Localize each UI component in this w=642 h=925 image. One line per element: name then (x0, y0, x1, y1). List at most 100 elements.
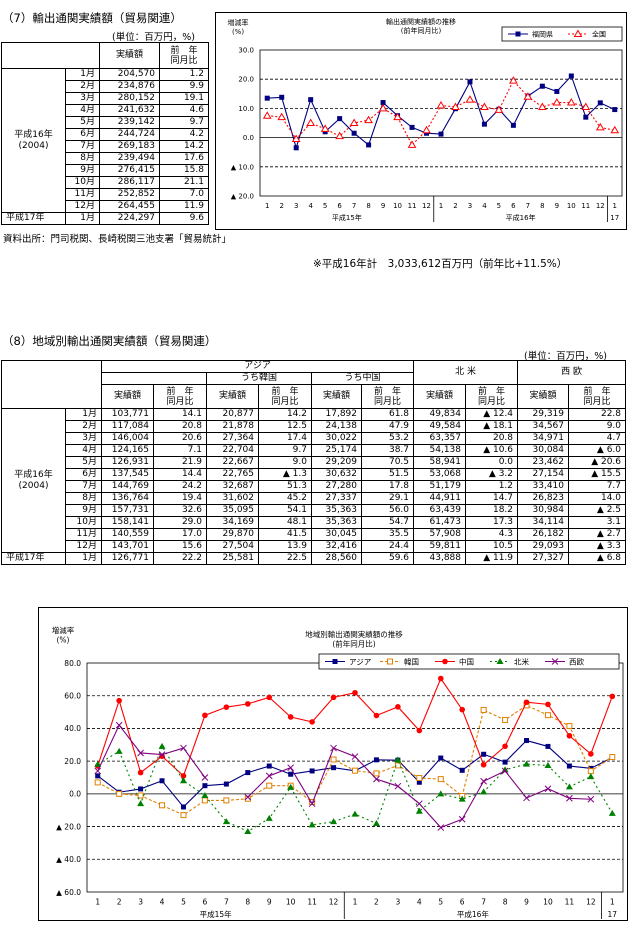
data-point (244, 793, 252, 801)
amount-cell: 51,179 (413, 480, 467, 493)
yoy-cell: ▲ 15.5 (568, 468, 627, 481)
data-point (545, 743, 551, 749)
data-point (539, 83, 545, 89)
section8-title: （8）地域別輸出通関実績額（貿易関連） (2, 334, 217, 348)
amount-cell: 241,632 (99, 104, 160, 117)
legend-label: 中国 (459, 656, 474, 666)
yoy-cell: 7.1 (153, 444, 207, 457)
legend-marker (515, 31, 521, 37)
year-label: 平成16年 (506, 213, 536, 222)
month-cell: 1月 (65, 68, 100, 81)
legend-label: 韓国 (404, 656, 419, 666)
legend-marker (387, 658, 393, 665)
amount-cell: 57,908 (413, 528, 467, 541)
data-point (352, 689, 358, 696)
yoy-cell: 15.8 (159, 164, 209, 177)
export-trend-chart-svg: 輸出通関実績額の推移(前年同月比) 増減率(%) 30.0 20.0 10.0 0.0 ▲ … (228, 17, 623, 222)
x-tick-label: 5 (181, 898, 186, 907)
amount-cell: 29,319 (517, 408, 570, 421)
data-point (568, 73, 574, 79)
amount-cell: 17,892 (311, 408, 362, 421)
y-tick-label: 20.0 (238, 76, 254, 84)
series-line (97, 724, 206, 778)
yoy-cell: 3.1 (568, 516, 627, 529)
amount-cell: 35,095 (206, 504, 259, 517)
series-1 (262, 76, 620, 148)
table-row: 7月 144,769 24.2 32,687 51.3 27,280 17.8 51,179 1… (2, 480, 627, 493)
y-tick-label: ▲ 40.0 (56, 855, 81, 864)
data-point (94, 779, 101, 786)
yoy-cell: ▲ 20.6 (568, 456, 627, 469)
chart-subtitle: (前年同月比) (401, 26, 442, 35)
data-point (223, 797, 230, 804)
legend-marker (551, 658, 559, 665)
series-1 (94, 702, 616, 819)
col-yoy-header: 前 年 同月比 (159, 42, 209, 69)
data-point (612, 107, 618, 113)
chart-subtitle: (前年同月比) (332, 639, 375, 649)
x-tick-label: 2 (374, 898, 379, 907)
data-point (351, 130, 357, 136)
data-point (137, 749, 144, 757)
amount-cell: 204,570 (99, 68, 160, 81)
month-cell: 5月 (65, 116, 100, 129)
data-point (245, 770, 251, 776)
data-point (180, 804, 186, 810)
amount-cell: 35,363 (311, 516, 362, 529)
month-cell: 9月 (65, 164, 100, 177)
x-tick-label: 1 (613, 202, 617, 210)
amount-cell: 30,022 (311, 432, 362, 445)
col-yoy-header: 前 年 同月比 (360, 384, 415, 409)
table-row: 6月 137,545 14.4 22,765 ▲ 1.3 30,632 51.5 53,068… (2, 468, 627, 481)
yoy-cell: 41.5 (258, 528, 312, 541)
data-point (501, 767, 509, 775)
section7-unit: (単位：百万円，%) (112, 32, 195, 43)
data-point (422, 125, 431, 134)
data-point (309, 719, 315, 725)
x-tick-label: 8 (503, 898, 508, 907)
data-point (95, 773, 101, 779)
amount-cell: 22,667 (206, 456, 259, 469)
data-point (264, 95, 270, 101)
data-point (287, 764, 295, 772)
data-point (330, 818, 338, 825)
data-point (138, 786, 144, 792)
data-point (544, 762, 552, 769)
yoy-cell: 14.4 (153, 468, 207, 481)
legend (318, 653, 620, 670)
yoy-cell: 9.0 (568, 420, 627, 433)
yoy-cell: 14.2 (159, 140, 209, 153)
yoy-cell: 17.6 (159, 152, 209, 165)
yoy-cell: ▲ 2.7 (568, 528, 627, 541)
amount-cell: 27,327 (517, 552, 570, 565)
month-cell: 4月 (65, 104, 100, 117)
data-point (266, 763, 272, 769)
data-point (373, 757, 379, 763)
month-cell: 4月 (65, 444, 102, 457)
data-point (587, 773, 595, 780)
amount-cell: 34,567 (517, 420, 570, 433)
section7-title: （7）輸出通関実績額（貿易関連） (2, 11, 182, 25)
amount-cell: 32,687 (206, 480, 259, 493)
data-point (266, 694, 273, 701)
x-tick-label: 2 (117, 898, 122, 907)
yoy-cell: ▲ 3.2 (465, 468, 519, 481)
data-point (583, 114, 589, 120)
legend-marker (496, 658, 504, 664)
data-point (179, 777, 187, 784)
data-point (544, 785, 552, 793)
col-yoy-header: 前 年 同月比 (568, 384, 627, 409)
data-point (588, 751, 594, 757)
amount-cell: 59,811 (413, 540, 467, 553)
data-point (330, 756, 337, 763)
amount-cell: 29,093 (517, 540, 570, 553)
y-tick-label: 0.0 (243, 134, 254, 142)
legend-label: 西欧 (569, 656, 584, 666)
x-tick-label: 12 (422, 202, 431, 210)
y-tick-label: 20.0 (64, 757, 81, 766)
x-tick-label: 12 (329, 898, 339, 907)
yoy-cell: 9.0 (258, 456, 312, 469)
series-2 (94, 675, 616, 779)
data-point (337, 116, 343, 122)
data-point (180, 773, 187, 779)
